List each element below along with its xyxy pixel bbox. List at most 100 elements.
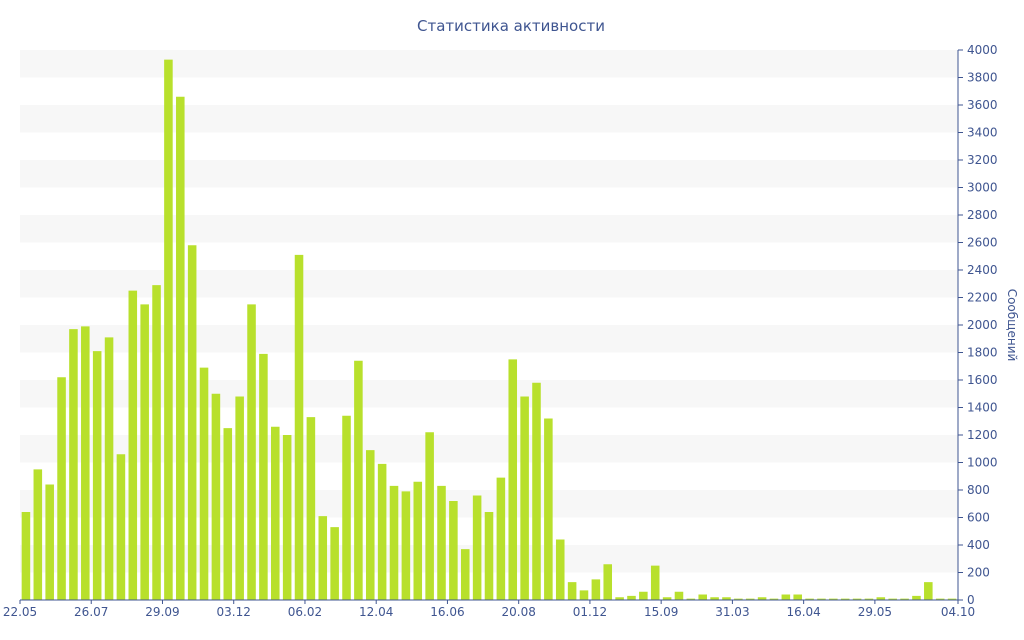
bar	[615, 597, 624, 600]
bar	[745, 598, 755, 601]
bar	[211, 393, 221, 600]
bar	[698, 594, 707, 600]
bar	[377, 463, 387, 601]
y-tick-label: 3800	[967, 71, 998, 85]
bar	[365, 450, 375, 601]
y-tick-label: 2800	[967, 208, 998, 222]
bar	[116, 454, 126, 600]
bar	[247, 304, 256, 601]
x-tick-label: 12.04	[359, 605, 393, 619]
x-tick-label: 20.08	[502, 605, 536, 619]
bar	[757, 597, 767, 600]
y-tick-label: 3200	[967, 153, 998, 167]
bar	[567, 582, 577, 601]
bar	[484, 512, 494, 600]
bar	[793, 594, 802, 600]
grid-band	[20, 160, 958, 188]
bar	[389, 485, 399, 601]
y-tick-label: 3400	[967, 126, 998, 140]
bar	[876, 597, 886, 600]
x-tick-label: 15.09	[644, 605, 678, 619]
bar	[449, 501, 458, 600]
bar	[947, 598, 957, 601]
y-tick-label: 1600	[967, 373, 998, 387]
bar	[639, 591, 648, 600]
bar	[579, 590, 589, 601]
x-tick-label: 03.12	[217, 605, 251, 619]
y-tick-label: 2600	[967, 236, 998, 250]
bars	[21, 59, 957, 601]
bar	[769, 598, 779, 601]
bar	[496, 477, 506, 601]
bar	[235, 396, 244, 600]
bar	[686, 598, 696, 601]
y-tick-label: 200	[967, 566, 990, 580]
bar	[532, 382, 541, 600]
bar	[223, 428, 233, 601]
bar	[294, 254, 304, 600]
bar	[710, 597, 719, 600]
bar	[401, 491, 411, 601]
bar	[152, 285, 161, 601]
bar	[342, 415, 351, 600]
bar	[33, 469, 43, 601]
chart-title: Статистика активности	[417, 17, 605, 35]
y-tick-label: 600	[967, 511, 990, 525]
bar	[662, 597, 672, 600]
bar	[603, 564, 613, 600]
grid-band	[20, 105, 958, 133]
bar	[104, 337, 114, 601]
y-tick-label: 4000	[967, 43, 998, 57]
y-tick-label: 2000	[967, 318, 998, 332]
bar	[900, 598, 909, 601]
bar	[330, 527, 339, 601]
bar	[591, 579, 601, 601]
x-tick-label: 22.05	[3, 605, 37, 619]
bar	[282, 435, 292, 600]
bar	[935, 598, 945, 601]
bar	[199, 367, 209, 601]
bar	[187, 245, 197, 600]
bar	[805, 598, 814, 601]
y-tick-label: 800	[967, 483, 990, 497]
y-tick-label: 0	[967, 593, 975, 607]
x-tick-label: 31.03	[715, 605, 749, 619]
bar	[852, 598, 862, 601]
x-tick-label: 01.12	[573, 605, 607, 619]
bar	[781, 594, 791, 600]
bar	[829, 598, 838, 601]
bar	[460, 549, 470, 601]
y-tick-label: 3600	[967, 98, 998, 112]
bar	[520, 396, 529, 600]
y-axis-label: Сообщений	[1005, 289, 1019, 362]
y-tick-label: 1000	[967, 456, 998, 470]
y-tick-label: 2400	[967, 263, 998, 277]
bar	[544, 418, 553, 600]
bar	[734, 598, 743, 601]
bar	[259, 353, 268, 601]
x-tick-label: 16.06	[430, 605, 464, 619]
bar	[722, 597, 731, 600]
bar	[817, 598, 826, 601]
bar	[413, 481, 423, 600]
y-tick-label: 2200	[967, 291, 998, 305]
y-tick-label: 1800	[967, 346, 998, 360]
bar	[650, 565, 660, 601]
bar	[354, 360, 363, 600]
x-tick-label: 29.09	[145, 605, 179, 619]
x-tick-label: 16.04	[786, 605, 820, 619]
bar	[674, 591, 684, 600]
bar	[271, 426, 280, 600]
bar	[627, 595, 636, 601]
bar	[45, 484, 54, 600]
bar	[306, 417, 316, 601]
bar	[164, 59, 173, 601]
bar	[81, 326, 90, 601]
bar	[92, 351, 102, 601]
y-tick-label: 400	[967, 538, 990, 552]
bar	[508, 359, 518, 601]
bar	[140, 304, 149, 601]
bar	[555, 539, 565, 600]
grid-band	[20, 50, 958, 78]
